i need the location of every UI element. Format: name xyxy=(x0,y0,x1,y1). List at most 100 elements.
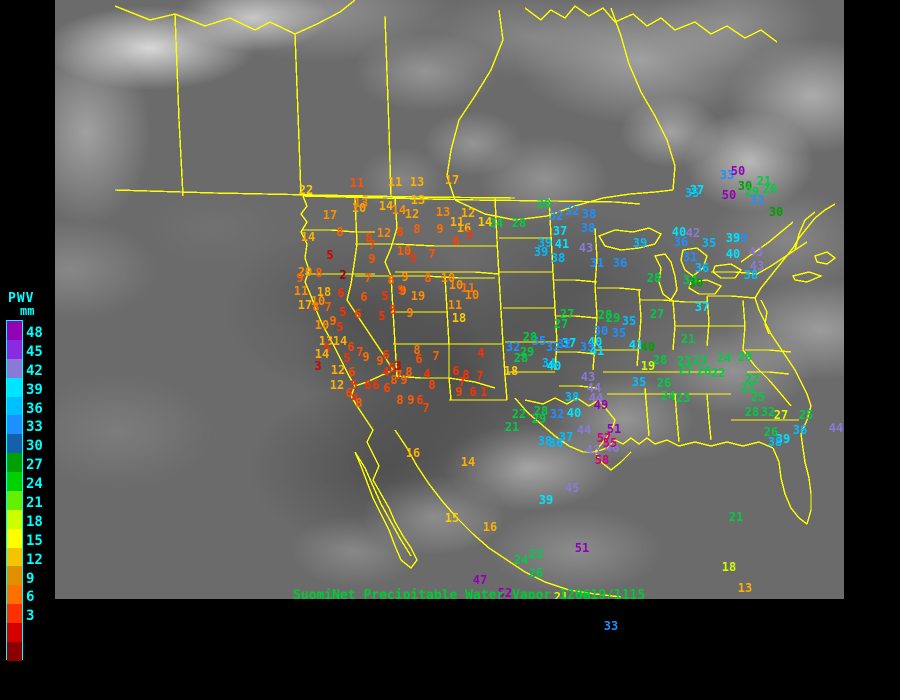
state-line-nd-mn xyxy=(548,197,554,273)
new-england-borders xyxy=(756,241,808,275)
pwv-station-value: 24 xyxy=(513,553,529,567)
pwv-station-value: 38 xyxy=(564,390,580,404)
pwv-station-value: 21 xyxy=(740,381,756,395)
colorbar-swatch xyxy=(7,509,22,529)
colorbar-swatch xyxy=(7,321,22,340)
pwv-station-value: 11 xyxy=(449,215,465,229)
pwv-station-value: 8 xyxy=(390,373,398,387)
pwv-station-value: 25 xyxy=(798,408,814,422)
colorbar-swatch xyxy=(7,472,22,491)
pwv-station-value: 6 xyxy=(452,364,460,378)
state-line-ut-co xyxy=(444,275,450,345)
pwv-station-value: 6 xyxy=(416,393,424,407)
pwv-station-value: 5 xyxy=(381,289,389,303)
pwv-station-value: 18 xyxy=(451,311,467,325)
pwv-station-value: 36 xyxy=(673,235,689,249)
satellite-image-panel: 22 17 11 10 13 14 14 12 13 11 13 17 13 12 14 8 8 7 12 8 8 9 11… xyxy=(55,0,844,599)
pwv-station-value: 5 xyxy=(336,320,344,334)
pwv-station-value: 6 xyxy=(348,365,356,379)
pwv-station-value: 8 xyxy=(355,396,363,410)
pwv-station-value: 5 xyxy=(343,351,351,365)
colorbar-tick-labels: 48 45 42 39 36 33 30 27 24 21 18 15 12 9 6 3 xyxy=(26,320,56,660)
pwv-station-value: 8 xyxy=(413,222,421,236)
pwv-station-value: 39 xyxy=(732,231,748,245)
state-line-la-ms xyxy=(644,387,650,437)
pwv-station-value: 40 xyxy=(566,406,582,420)
pwv-station-value: 6 xyxy=(469,385,477,399)
pwv-station-value: 28 xyxy=(513,351,529,365)
state-line-al-ga xyxy=(706,393,712,441)
colorbar-tick-label: 24 xyxy=(26,476,43,493)
pwv-station-value: 33 xyxy=(719,168,735,182)
canada-province-line-3 xyxy=(384,15,392,197)
hudson-bay-south xyxy=(454,189,674,221)
pwv-station-value: 10 xyxy=(351,201,367,215)
pwv-station-value: 58 xyxy=(594,453,610,467)
pwv-station-value: 5 xyxy=(350,378,358,392)
pwv-station-value: 42 xyxy=(685,226,701,240)
pwv-station-value: 11 xyxy=(293,284,309,298)
pwv-station-value: 6 xyxy=(415,352,423,366)
pwv-station-value: 12 xyxy=(330,363,346,377)
pwv-station-value: 28 xyxy=(744,405,760,419)
lake-superior xyxy=(597,227,662,251)
pwv-station-value: 21 xyxy=(504,420,520,434)
pwv-station-value: 22 xyxy=(744,372,760,386)
pwv-station-value: 46 xyxy=(604,441,620,455)
pwv-station-value: 35 xyxy=(531,334,547,348)
pwv-station-value: 1 xyxy=(480,385,488,399)
pwv-station-value: 35 xyxy=(631,375,647,389)
pwv-station-value: 31 xyxy=(682,250,698,264)
state-line-mn-ia xyxy=(553,279,598,283)
pwv-station-value: 50 xyxy=(730,164,746,178)
hudson-bay-west xyxy=(446,9,504,201)
pwv-station-value: 39 xyxy=(725,231,741,245)
pwv-station-value: 19 xyxy=(640,359,656,373)
pwv-station-value: 6 xyxy=(382,348,390,362)
pwv-station-value: 6 xyxy=(347,340,355,354)
pwv-station-value: 35 xyxy=(701,236,717,250)
pwv-station-value: 6 xyxy=(372,378,380,392)
colorbar-swatch xyxy=(7,566,22,586)
pwv-station-value: 9 xyxy=(368,252,376,266)
colorbar-swatch xyxy=(7,434,22,454)
florida-peninsula-west xyxy=(772,447,808,525)
mexico-south-coast xyxy=(544,581,622,598)
pwv-station-value: 41 xyxy=(589,344,605,358)
pwv-station-value: 28 xyxy=(597,308,613,322)
pwv-station-value: 30 xyxy=(688,276,704,290)
pwv-station-value: 23 xyxy=(692,353,708,367)
pwv-station-value: 25 xyxy=(750,390,766,404)
us-canada-border xyxy=(302,195,641,205)
pwv-station-value: 29 xyxy=(531,412,547,426)
pwv-station-value: 6 xyxy=(345,386,353,400)
cape-cod xyxy=(814,251,837,265)
state-line-nc-sc xyxy=(745,349,792,353)
pwv-station-value: 22 xyxy=(528,547,544,561)
pwv-station-value: 12 xyxy=(460,206,476,220)
state-line-ms-al xyxy=(674,393,680,443)
pwv-station-value: 7 xyxy=(395,368,403,382)
pwv-station-value: 37 xyxy=(689,183,705,197)
pwv-station-value: 9 xyxy=(399,284,407,298)
pwv-station-value: 30 xyxy=(593,324,609,338)
pwv-station-value: 8 xyxy=(365,231,373,245)
florida-peninsula-east xyxy=(800,433,812,525)
pwv-station-value: 51 xyxy=(606,422,622,436)
atlantic-coastline xyxy=(754,203,836,435)
pwv-station-value: 6 xyxy=(364,378,372,392)
state-line-wi-il xyxy=(597,287,642,291)
pwv-station-value: 8 xyxy=(462,368,470,382)
pwv-station-value: 27 xyxy=(773,408,789,422)
pwv-station-value: 3 xyxy=(394,359,402,373)
pwv-station-value: 9 xyxy=(406,306,414,320)
state-line-pa-md xyxy=(707,295,756,299)
pwv-station-value: 43 xyxy=(748,245,764,259)
pwv-station-value: 9 xyxy=(455,385,463,399)
pwv-station-value: 3 xyxy=(465,228,473,242)
colorbar-tick-label: 39 xyxy=(26,381,43,398)
pwv-station-value: 24 xyxy=(576,590,592,599)
colorbar-unit-label: mm xyxy=(20,304,35,318)
pwv-station-value: 8 xyxy=(413,343,421,357)
pwv-station-value: 7 xyxy=(476,369,484,383)
